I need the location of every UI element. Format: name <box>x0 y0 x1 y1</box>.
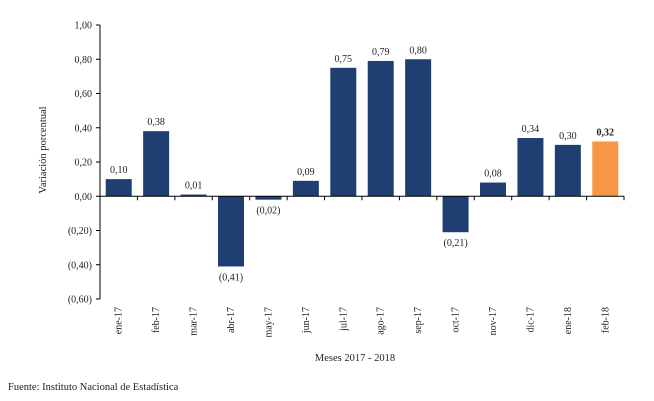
bars <box>105 59 619 267</box>
data-label-dic-17: 0,34 <box>522 124 540 135</box>
data-label-feb-17: 0,38 <box>147 117 165 128</box>
x-axis-title: Meses 2017 - 2018 <box>315 353 395 364</box>
bar-mar-17 <box>180 194 207 197</box>
x-tick-label: feb-17 <box>151 307 162 333</box>
y-tick-label: 0,40 <box>75 123 93 134</box>
y-axis: 1,00 0,80 0,60 0,40 0,20 0,00 (0,20) (0,40) (0,6… <box>68 21 101 306</box>
source-note: Fuente: Instituto Nacional de Estadístic… <box>8 382 179 393</box>
bar-feb-18 <box>592 141 619 197</box>
data-label-jul-17: 0,75 <box>335 54 353 65</box>
bar-jul-17 <box>330 67 357 197</box>
data-label-ago-17: 0,79 <box>372 47 390 58</box>
data-label-ene-18: 0,30 <box>559 131 577 142</box>
x-tick-label: dic-17 <box>525 307 536 333</box>
bar-feb-17 <box>143 131 170 197</box>
bar-nov-17 <box>480 182 506 197</box>
x-tick-label: ene-18 <box>563 307 574 334</box>
x-tick-label: may-17 <box>263 307 274 338</box>
data-label-abr-17: (0,41) <box>219 272 243 283</box>
x-tick-label: feb-18 <box>600 307 611 333</box>
y-tick-label: (0,60) <box>68 295 92 306</box>
x-tick-label: mar-17 <box>189 307 200 336</box>
data-label-sep-17: 0,80 <box>409 45 427 56</box>
y-tick-label: 1,00 <box>75 21 93 32</box>
bar-oct-17 <box>442 196 469 233</box>
y-tick-label: 0,20 <box>75 158 93 169</box>
y-tick-label: 0,00 <box>75 192 93 203</box>
y-tick-label: (0,40) <box>68 260 92 271</box>
data-label-ene-17: 0,10 <box>110 165 128 176</box>
x-axis: ene-17 feb-17 mar-17 abr-17 may-17 jun-17 jul-… <box>99 195 625 338</box>
x-tick-label: ene-17 <box>114 307 125 334</box>
y-tick-label: 0,80 <box>75 55 93 66</box>
data-label-nov-17: 0,08 <box>484 169 502 180</box>
x-tick-label: oct-17 <box>451 307 462 333</box>
x-tick-label: sep-17 <box>413 307 424 334</box>
x-tick-label: ago-17 <box>376 307 387 335</box>
x-tick-label: abr-17 <box>226 307 237 333</box>
data-labels: 0,10 0,38 0,01 (0,41) (0,02) 0,09 0,75 0,79 0,80… <box>110 45 614 283</box>
data-label-oct-17: (0,21) <box>443 238 467 249</box>
bar-jun-17 <box>292 180 319 197</box>
y-tick-label: 0,60 <box>75 89 93 100</box>
data-label-feb-18: 0,32 <box>597 127 615 138</box>
bar-may-17 <box>255 196 282 200</box>
data-label-mar-17: 0,01 <box>185 181 203 192</box>
bar-ene-18 <box>554 144 581 197</box>
bar-sep-17 <box>405 59 432 197</box>
bar-dic-17 <box>517 138 544 197</box>
bar-abr-17 <box>218 196 244 267</box>
data-label-jun-17: 0,09 <box>297 167 315 178</box>
y-tick-label: (0,20) <box>68 226 92 237</box>
x-tick-label: jun-17 <box>301 307 312 334</box>
data-label-may-17: (0,02) <box>256 206 280 217</box>
bar-ago-17 <box>367 60 394 197</box>
x-tick-label: nov-17 <box>488 307 499 335</box>
bar-ene-17 <box>105 179 132 197</box>
x-tick-label: jul-17 <box>338 307 349 332</box>
y-axis-title: Variación porcentual <box>38 106 49 193</box>
